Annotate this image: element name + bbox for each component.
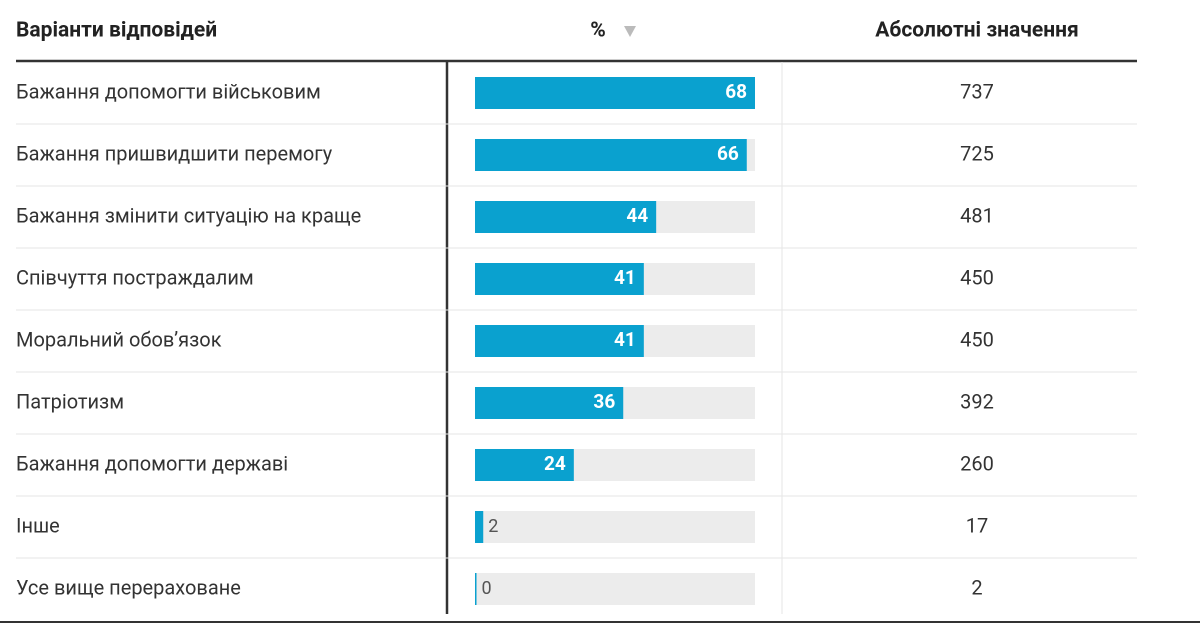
bar-value: 0 (482, 578, 492, 599)
absolute-value: 17 (966, 513, 988, 537)
absolute-value: 725 (960, 141, 994, 165)
absolute-value: 392 (960, 389, 994, 413)
bar (475, 511, 484, 543)
absolute-value: 2 (971, 575, 982, 599)
row-label: Бажання допомогти військовим (16, 79, 321, 103)
row-label: Моральний обов’язок (16, 327, 222, 351)
column-header: Абсолютні значення (875, 19, 1078, 43)
bar-value: 41 (614, 328, 636, 351)
row-label: Патріотизм (16, 389, 124, 413)
bar-value: 2 (488, 516, 498, 537)
bar (475, 387, 624, 419)
bar (475, 263, 644, 295)
bar (475, 77, 755, 109)
row-label: Бажання допомогти державі (16, 451, 288, 475)
bar-value: 68 (725, 80, 747, 103)
absolute-value: 481 (960, 203, 994, 227)
bar (475, 325, 644, 357)
sort-icon[interactable] (624, 26, 636, 37)
row-label: Співчуття постраждалим (16, 265, 254, 289)
row-label: Бажання змінити ситуацію на краще (16, 203, 361, 227)
bar-value: 41 (614, 266, 636, 289)
absolute-value: 450 (960, 327, 994, 351)
bar (475, 139, 747, 171)
absolute-value: 260 (960, 451, 994, 475)
bar-value: 36 (593, 390, 615, 413)
absolute-value: 737 (960, 79, 994, 103)
bar-value: 24 (544, 452, 566, 475)
row-label: Бажання пришвидшити перемогу (16, 141, 333, 165)
column-header[interactable]: % (590, 19, 606, 43)
bar (475, 201, 657, 233)
column-header: Варіанти відповідей (16, 19, 217, 43)
row-label: Інше (16, 513, 60, 537)
row-label: Усе вище перераховане (16, 575, 241, 599)
absolute-value: 450 (960, 265, 994, 289)
bar-track (475, 573, 755, 605)
bar-value: 66 (717, 142, 739, 165)
bar-track (475, 511, 755, 543)
bar-value: 44 (626, 204, 648, 227)
bar (475, 573, 477, 605)
bar (475, 449, 574, 481)
